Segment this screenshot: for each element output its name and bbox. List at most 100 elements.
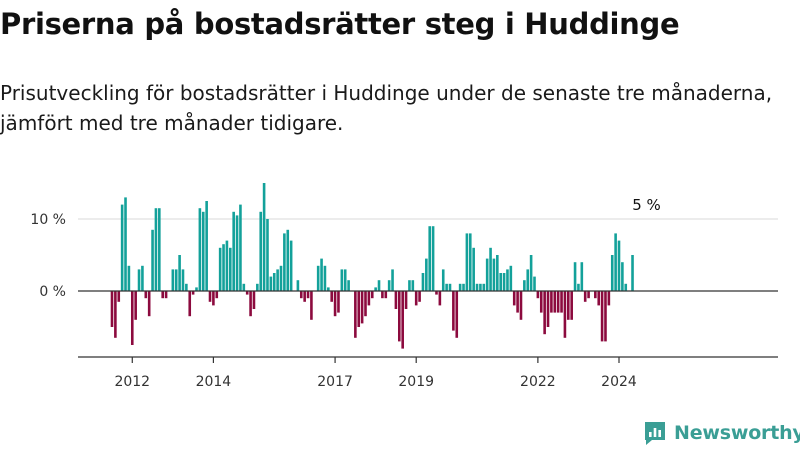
bar — [178, 255, 181, 291]
bar — [567, 291, 570, 320]
bar — [114, 291, 117, 338]
bar — [195, 287, 198, 291]
bar — [468, 233, 472, 291]
bar — [130, 291, 134, 345]
bar — [425, 258, 428, 291]
bar — [448, 283, 452, 291]
bar — [512, 291, 516, 306]
y-tick-label: 0 % — [39, 284, 66, 300]
x-tick-label: 2024 — [601, 374, 637, 390]
bar — [147, 291, 151, 317]
bar — [455, 291, 459, 338]
bar — [272, 273, 276, 291]
bar — [120, 204, 124, 291]
bar — [343, 269, 347, 291]
bar — [573, 262, 577, 291]
bar — [249, 291, 252, 317]
bar — [185, 283, 188, 291]
bar — [418, 291, 421, 302]
bar — [496, 255, 499, 291]
bar — [127, 265, 131, 291]
bar — [387, 280, 391, 291]
bar — [337, 291, 340, 313]
bar — [205, 201, 208, 291]
bar — [357, 291, 361, 327]
bar — [327, 287, 330, 291]
bar — [441, 269, 445, 291]
bar — [452, 291, 455, 331]
bar — [367, 291, 371, 306]
bar — [580, 262, 584, 291]
bar — [229, 247, 232, 291]
bar — [191, 291, 195, 295]
bar — [242, 283, 246, 291]
bar — [600, 291, 604, 342]
bar — [438, 291, 442, 306]
bar — [141, 265, 144, 291]
bar — [347, 280, 350, 291]
bar — [262, 183, 266, 291]
bar — [377, 280, 381, 291]
y-axis-ticks: 0 % 10 % — [30, 212, 66, 300]
bar — [499, 273, 502, 291]
bar — [553, 291, 557, 313]
bar — [621, 262, 624, 291]
bar — [594, 291, 597, 299]
bar — [144, 291, 148, 299]
bar-series — [110, 183, 634, 349]
bar — [394, 291, 398, 309]
bar — [137, 269, 141, 291]
bar — [506, 269, 509, 291]
bar — [124, 197, 127, 291]
bar — [117, 291, 121, 302]
bar — [536, 291, 540, 299]
bar — [539, 291, 543, 313]
bar — [245, 291, 249, 295]
bar — [384, 291, 388, 299]
bar — [330, 291, 333, 302]
bar — [617, 240, 621, 291]
bar — [289, 240, 293, 291]
bar — [458, 283, 462, 291]
bar — [472, 247, 475, 291]
bar — [587, 291, 590, 299]
bar — [533, 276, 536, 291]
x-tick-label: 2017 — [317, 374, 353, 390]
bar — [560, 291, 563, 313]
bar — [201, 211, 205, 291]
bar — [428, 226, 432, 291]
bar — [445, 283, 448, 291]
bar — [164, 291, 168, 299]
newsworthy-logo-icon — [645, 422, 665, 445]
bar — [158, 208, 161, 291]
bar — [360, 291, 364, 324]
latest-value-label: 5 % — [632, 196, 661, 214]
bar — [401, 291, 404, 349]
bar — [631, 255, 634, 291]
bar — [320, 258, 323, 291]
bar — [316, 265, 320, 291]
bar — [475, 283, 479, 291]
bar — [391, 269, 394, 291]
chart-title: Priserna på bostadsrätter steg i Hudding… — [0, 7, 680, 41]
bar — [489, 247, 492, 291]
bar — [411, 280, 415, 291]
bar — [550, 291, 553, 313]
bar — [583, 291, 587, 302]
bar — [421, 273, 425, 291]
x-tick-label: 2022 — [520, 374, 556, 390]
y-tick-label: 10 % — [30, 212, 66, 228]
bar — [134, 291, 137, 320]
bar — [570, 291, 573, 320]
bar — [218, 247, 222, 291]
bar — [370, 291, 374, 299]
bar — [174, 269, 178, 291]
newsworthy-logo-text: Newsworthy — [674, 422, 800, 444]
bar — [310, 291, 313, 320]
bar — [215, 291, 219, 299]
bar — [502, 273, 506, 291]
bar — [151, 229, 154, 291]
bar — [482, 283, 486, 291]
bar — [577, 283, 580, 291]
